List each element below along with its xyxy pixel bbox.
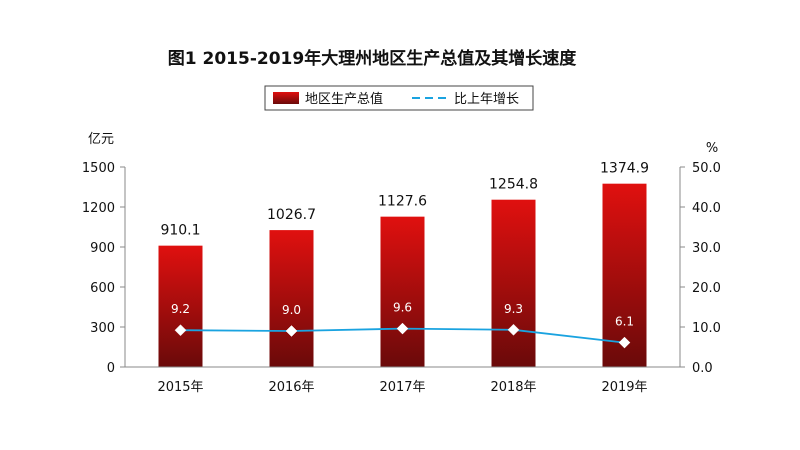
- growth-point-marker: [507, 323, 520, 336]
- bar-value-label: 1127.6: [378, 194, 427, 210]
- legend: 地区生产总值 比上年增长: [264, 85, 534, 111]
- bar-value-label: 1254.8: [489, 177, 538, 193]
- y-right-tick-label: 0.0: [692, 361, 713, 376]
- x-category-label: 2015年: [157, 380, 203, 395]
- y-right-tick-label: 40.0: [692, 201, 721, 216]
- growth-value-label: 9.2: [171, 302, 190, 316]
- legend-label-line: 比上年增长: [454, 92, 519, 107]
- legend-label-bar: 地区生产总值: [305, 91, 383, 107]
- y-left-tick-label: 1200: [82, 201, 115, 216]
- y-right-tick-label: 10.0: [692, 321, 721, 336]
- legend-box: [264, 85, 534, 111]
- chart-title: 图1 2015-2019年大理州地区生产总值及其增长速度: [168, 48, 577, 69]
- growth-value-label: 9.0: [282, 303, 301, 317]
- bar-gdp: [158, 245, 203, 367]
- y-right-unit: %: [706, 141, 718, 156]
- growth-value-label: 9.6: [393, 301, 412, 315]
- bar-labels: 910.1 1026.7 1127.6 1254.8 1374.9: [160, 161, 649, 239]
- bar-gdp: [269, 230, 314, 367]
- bar-value-label: 910.1: [160, 223, 200, 239]
- growth-line-layer: 9.2 9.0 9.6 9.3 6.1: [171, 301, 634, 349]
- x-category-label: 2017年: [379, 380, 425, 395]
- growth-point-marker: [285, 325, 298, 337]
- x-category-label: 2019年: [601, 380, 647, 395]
- bar-gdp: [602, 183, 647, 367]
- x-category-label: 2018年: [490, 380, 536, 395]
- y-left-tick-label: 1500: [82, 161, 115, 176]
- y-right-tick-label: 20.0: [692, 281, 721, 296]
- legend-swatch-bar: [273, 92, 299, 104]
- y-left-tick-label: 900: [90, 241, 115, 256]
- y-right-tick-label: 50.0: [692, 161, 721, 176]
- y-left-tick-label: 600: [90, 281, 115, 296]
- bar-value-label: 1374.9: [600, 161, 649, 177]
- y-left-ticks: 0 300 600 900 1200 1500: [82, 161, 125, 376]
- y-left-tick-label: 300: [90, 321, 115, 336]
- x-category-label: 2016年: [268, 380, 314, 395]
- bar-value-label: 1026.7: [267, 207, 316, 223]
- bar-gdp: [380, 216, 425, 367]
- y-left-tick-label: 0: [107, 361, 115, 376]
- growth-value-label: 9.3: [504, 302, 523, 316]
- y-right-ticks: 0.0 10.0 20.0 30.0 40.0 50.0: [680, 161, 721, 376]
- growth-point-marker: [396, 322, 409, 335]
- growth-point-marker: [618, 336, 631, 349]
- bars: [158, 183, 647, 367]
- y-left-unit: 亿元: [88, 132, 114, 147]
- growth-value-label: 6.1: [615, 315, 634, 329]
- category-labels: 2015年 2016年 2017年 2018年 2019年: [157, 380, 647, 395]
- y-right-tick-label: 30.0: [692, 241, 721, 256]
- growth-point-marker: [174, 324, 187, 337]
- bar-gdp: [491, 199, 536, 367]
